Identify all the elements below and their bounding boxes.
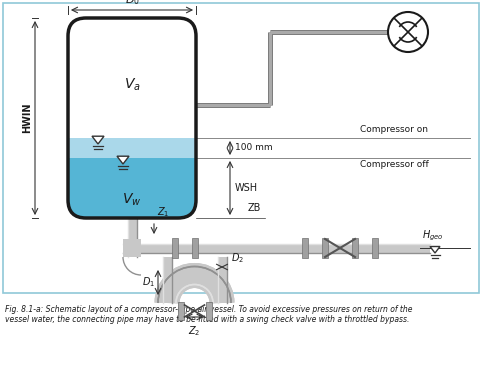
Text: $V_w$: $V_w$	[122, 192, 142, 208]
Bar	[322, 238, 328, 258]
Text: $Z_1$: $Z_1$	[157, 205, 170, 219]
Bar	[68, 158, 196, 200]
Text: $Z_2$: $Z_2$	[188, 324, 201, 338]
FancyBboxPatch shape	[3, 3, 479, 293]
FancyBboxPatch shape	[68, 18, 196, 218]
FancyBboxPatch shape	[68, 158, 196, 218]
Bar	[192, 238, 198, 258]
Text: $D_2$: $D_2$	[231, 251, 244, 265]
Text: Compressor on: Compressor on	[360, 125, 428, 134]
Bar	[128, 218, 137, 257]
Text: $H_{geo}$: $H_{geo}$	[422, 228, 444, 243]
Text: HWIN: HWIN	[22, 103, 32, 133]
Text: $D_1$: $D_1$	[142, 276, 155, 290]
Bar	[217, 257, 227, 303]
Text: 100 mm: 100 mm	[235, 144, 272, 153]
Text: ZB: ZB	[248, 203, 261, 213]
Text: $D_0$: $D_0$	[125, 0, 140, 7]
Bar	[302, 238, 308, 258]
Polygon shape	[92, 136, 104, 144]
Polygon shape	[430, 247, 440, 253]
Bar	[123, 244, 430, 253]
Bar	[352, 238, 358, 258]
Bar	[69, 139, 195, 157]
FancyBboxPatch shape	[68, 138, 196, 218]
Text: WSH: WSH	[235, 183, 258, 193]
FancyBboxPatch shape	[68, 158, 196, 218]
Bar	[162, 257, 171, 303]
Text: Compressor off: Compressor off	[360, 160, 429, 169]
Text: Fig. 8.1-a: Schematic layout of a compressor-type air vessel. To avoid excessive: Fig. 8.1-a: Schematic layout of a compre…	[5, 305, 412, 324]
Bar	[205, 302, 212, 320]
Bar	[177, 302, 184, 320]
Bar	[68, 138, 196, 158]
Circle shape	[388, 12, 428, 52]
Bar	[172, 238, 178, 258]
Text: $V_a$: $V_a$	[124, 77, 141, 93]
Bar	[123, 239, 141, 257]
Bar	[372, 238, 378, 258]
Bar	[70, 138, 194, 158]
Polygon shape	[117, 156, 129, 164]
